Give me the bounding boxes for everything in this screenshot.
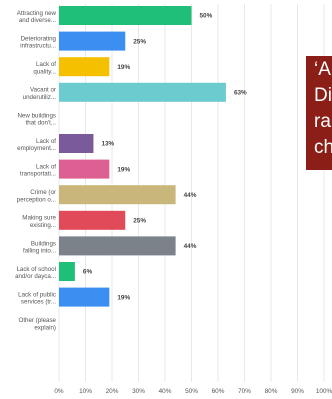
bar (59, 31, 126, 51)
bar (59, 82, 226, 102)
value-label: 6% (83, 269, 93, 276)
bar (59, 6, 192, 25)
bar (59, 159, 110, 179)
x-tick-label: 40% (159, 388, 172, 395)
value-label: 19% (117, 294, 130, 301)
bar (59, 57, 110, 77)
value-label: 44% (184, 243, 197, 250)
overlay-line: ch (314, 137, 332, 158)
overlay-line: Di (314, 85, 332, 106)
category-label: Lack of school and/or dayca... (15, 266, 56, 280)
value-label: 44% (184, 192, 197, 199)
x-axis-ticks: 0% 10% 20% 30% 40% 50% 60% 70% 80% 90% 100% (54, 388, 332, 395)
category-label: Deteriorating infrastructu... (20, 36, 56, 50)
x-tick-label: 90% (291, 388, 304, 395)
overlay-panel: ‘A Di ra ch (306, 56, 332, 170)
category-label: Vacant or underutiliz... (23, 87, 57, 101)
category-label: Attracting new and diverse... (17, 10, 57, 24)
chart-bars (59, 6, 226, 307)
category-label: Making sure existing... (22, 215, 56, 229)
category-label: Lack of public services (tr... (18, 292, 56, 306)
value-label: 19% (117, 166, 130, 173)
x-tick-label: 80% (265, 388, 278, 395)
value-labels: 50% 25% 19% 63% 13% 19% 44% 25% 44% 6% 19% (83, 13, 247, 302)
x-tick-label: 60% (212, 388, 225, 395)
value-label: 19% (117, 64, 130, 71)
category-label: Lack of employment... (17, 138, 56, 152)
category-label: Lack of quality... (33, 61, 56, 75)
category-label: Crime (or perception o... (17, 189, 56, 203)
x-tick-label: 70% (238, 388, 251, 395)
value-label: 63% (234, 90, 247, 97)
overlay-line: ‘A (314, 59, 331, 80)
overlay-line: ra (314, 111, 331, 132)
bar (59, 185, 176, 205)
bar (59, 262, 75, 281)
value-label: 50% (200, 13, 213, 20)
category-label: Buildings falling into... (23, 240, 56, 254)
category-label: Other (please explain) (19, 317, 57, 331)
category-labels: Attracting new and diverse... Deterioratin… (15, 10, 56, 331)
bar (59, 210, 126, 230)
bar (59, 134, 94, 153)
x-tick-label: 30% (132, 388, 145, 395)
category-label: New buildings that don't... (17, 112, 56, 126)
x-tick-label: 50% (185, 388, 198, 395)
x-tick-label: 0% (54, 388, 64, 395)
x-tick-label: 10% (79, 388, 92, 395)
value-label: 25% (133, 38, 146, 45)
value-label: 13% (101, 141, 114, 148)
bar (59, 287, 110, 307)
x-tick-label: 20% (106, 388, 119, 395)
bar (59, 236, 176, 256)
x-tick-label: 100% (316, 388, 332, 395)
value-label: 25% (133, 218, 146, 225)
category-label: Lack of transportati... (20, 164, 56, 178)
